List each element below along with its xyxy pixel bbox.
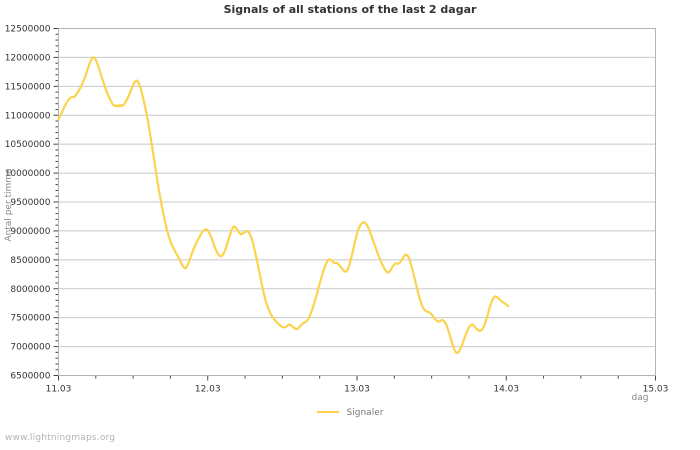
chart-title: Signals of all stations of the last 2 da…: [223, 3, 477, 16]
y-tick-label: 11500000: [5, 82, 51, 92]
chart-legend: Signaler: [0, 408, 700, 419]
y-tick-label: 7000000: [10, 343, 50, 353]
legend-item-label: Signaler: [346, 408, 384, 418]
x-tick-label: 13.03: [344, 385, 370, 395]
y-tick-label: 11000000: [5, 111, 51, 121]
gridlines-group: [58, 56, 656, 376]
x-axis-title: dag: [632, 393, 649, 403]
x-tick-label: 11.03: [46, 385, 72, 395]
y-tick-label: 8500000: [10, 256, 50, 266]
y-tick-label: 10000000: [5, 169, 51, 179]
series-line-signaler: [57, 56, 510, 355]
y-axis-title: Antal per timma: [4, 168, 14, 241]
plot-frame-group: [58, 28, 656, 376]
y-tick-label: 8000000: [10, 285, 50, 295]
data-series-group: [57, 56, 510, 355]
y-tick-label: 12000000: [5, 53, 51, 63]
y-tick-label: 7500000: [10, 314, 50, 324]
plot-border: [58, 28, 656, 376]
y-tick-label: 9000000: [10, 227, 50, 237]
watermark-text: www.lightningmaps.org: [5, 433, 116, 443]
x-tick-label: 15.03: [643, 385, 669, 395]
x-tick-label: 14.03: [493, 385, 519, 395]
y-tick-label: 10500000: [5, 140, 51, 150]
x-tick-label: 12.03: [195, 385, 221, 395]
legend-line-swatch: [316, 411, 339, 413]
x-axis-ticks-group: 11.03 12.03 13.03 14.03 15.03: [46, 375, 669, 395]
y-axis-ticks-group: 12500000 12000000 11500000 11000000 10500000…: [5, 25, 59, 382]
y-tick-label: 9500000: [10, 198, 50, 208]
y-tick-label: 12500000: [5, 25, 51, 35]
y-tick-label: 6500000: [10, 372, 50, 382]
